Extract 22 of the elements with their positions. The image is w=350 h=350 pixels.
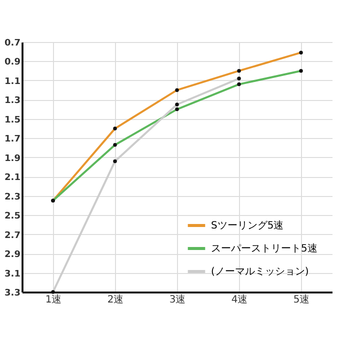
y-tick-label: 1.1 bbox=[4, 76, 20, 87]
x-tick-label: 1速 bbox=[45, 294, 62, 306]
y-tick-label: 2.5 bbox=[4, 212, 20, 222]
y-tick-label: 2.7 bbox=[4, 230, 20, 241]
x-tick-label: 2速 bbox=[107, 294, 124, 306]
y-tick-label: 2.1 bbox=[4, 173, 20, 184]
y-tick-label: 3.3 bbox=[4, 288, 20, 298]
y-tick-label: 1.7 bbox=[4, 134, 20, 145]
legend-label: (ノーマルミッション) bbox=[211, 266, 309, 278]
y-tick-label: 2.9 bbox=[4, 250, 20, 260]
x-tick-label: 3速 bbox=[169, 294, 186, 306]
legend-label: Sツーリング5速 bbox=[211, 220, 284, 232]
legend-label: スーパーストリート5速 bbox=[211, 242, 318, 254]
y-tick-label: 1.9 bbox=[4, 154, 20, 164]
y-tick-label: 1.3 bbox=[4, 96, 20, 106]
y-tick-label: 0.7 bbox=[4, 38, 20, 48]
y-tick-label: 1.5 bbox=[4, 115, 20, 126]
y-tick-label: 0.9 bbox=[4, 58, 20, 68]
x-tick-label: 5速 bbox=[293, 294, 310, 306]
x-tick-label: 4速 bbox=[231, 294, 248, 306]
y-tick-label: 2.3 bbox=[4, 192, 20, 202]
y-tick-label: 3.1 bbox=[4, 269, 20, 280]
